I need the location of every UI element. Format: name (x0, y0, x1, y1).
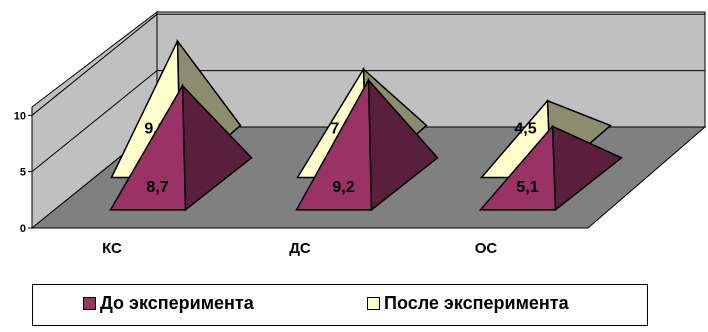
data-label: 5,1 (516, 179, 538, 196)
legend-label-after: После эксперимента (384, 293, 569, 313)
back-wall (156, 11, 706, 128)
y-tick-label: 10 (14, 110, 26, 122)
legend: До эксперимента После эксперимента (32, 284, 648, 326)
y-tick-label: 5 (20, 167, 26, 179)
x-category-labels: КС ДС ОС (102, 240, 497, 257)
data-label: 9,2 (332, 179, 354, 196)
gridline-5 (31, 70, 705, 173)
legend-item-before: До эксперимента (83, 293, 254, 314)
legend-item-after: После эксперимента (367, 293, 569, 314)
y-tick-labels: 0 5 10 (14, 110, 32, 235)
pyramid-front-before (295, 77, 373, 211)
pyramid-front-before (109, 83, 187, 211)
x-category-label: ДС (289, 240, 311, 257)
data-label: 4,5 (514, 121, 536, 138)
gridlines (31, 13, 705, 173)
data-label: 8,7 (146, 179, 168, 196)
gridline-10 (31, 13, 705, 116)
y-tick-label: 0 (20, 223, 26, 235)
x-category-label: ОС (475, 240, 498, 257)
legend-swatch-before (83, 297, 96, 310)
legend-label-before: До эксперимента (100, 293, 254, 313)
legend-swatch-after (367, 297, 380, 310)
pyramid-front-before (478, 124, 557, 211)
pyramid-series: 9,88,77,39,24,55,1 (109, 38, 623, 212)
x-category-label: КС (102, 240, 122, 257)
